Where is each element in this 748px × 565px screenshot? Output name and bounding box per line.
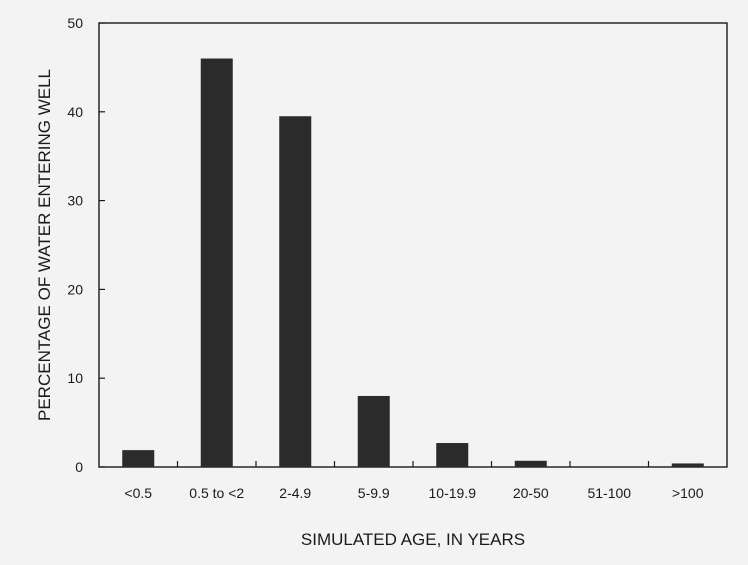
x-axis: <0.5 0.5 to <2 2-4.9 5-9.9 10-19.9 20-50 51-10… [124,461,704,501]
x-tick-label: <0.5 [124,485,152,501]
bar [200,58,233,468]
y-tick-label: 30 [67,193,83,209]
x-tick-label: 5-9.9 [358,485,390,501]
bar [122,450,155,467]
y-tick-label: 20 [67,281,83,297]
y-tick-label: 10 [67,370,83,386]
y-axis-label: PERCENTAGE OF WATER ENTERING WELL [35,69,54,421]
y-tick-label: 0 [75,459,83,475]
bar [357,395,390,467]
x-axis-label: SIMULATED AGE, IN YEARS [301,530,525,549]
bar [279,116,312,468]
y-tick-label: 40 [67,104,83,120]
bar [514,460,547,467]
y-tick-label: 50 [67,15,83,31]
bar-series [122,58,704,468]
bar [436,443,469,467]
x-tick-label: 10-19.9 [429,485,477,501]
bar [671,463,704,467]
x-tick-label: >100 [672,485,704,501]
y-axis: 0 10 20 30 40 50 [67,15,105,475]
plot-frame [98,22,728,468]
x-tick-label: 0.5 to <2 [189,485,244,501]
x-tick-label: 20-50 [513,485,549,501]
x-tick-label: 2-4.9 [279,485,311,501]
x-tick-label: 51-100 [587,485,631,501]
